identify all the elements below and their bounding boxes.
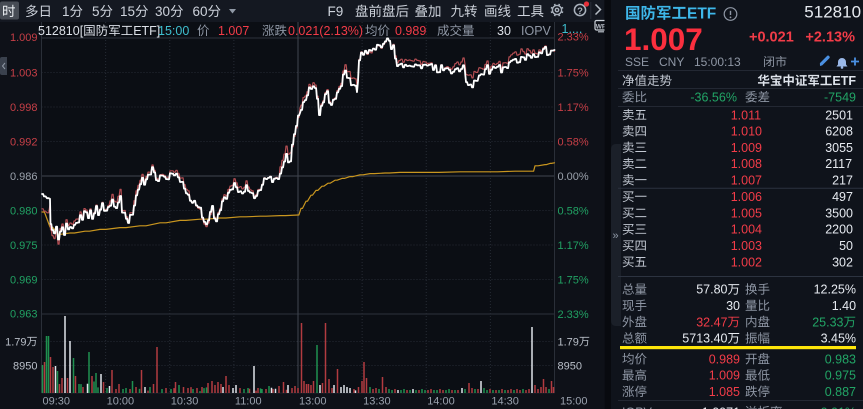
svg-text:497: 497 <box>832 190 853 204</box>
svg-text:3055: 3055 <box>825 141 853 155</box>
svg-text:-7549: -7549 <box>824 91 856 105</box>
svg-text:1: 1 <box>62 4 70 19</box>
svg-text:2.33%: 2.33% <box>558 32 589 44</box>
svg-text:1.007: 1.007 <box>731 174 762 188</box>
svg-text:3.45%: 3.45% <box>821 332 856 346</box>
svg-text:0.998: 0.998 <box>10 102 38 114</box>
svg-text:11:00: 11:00 <box>235 396 262 408</box>
svg-text:217: 217 <box>832 174 853 188</box>
svg-text:0.969: 0.969 <box>10 274 38 286</box>
svg-text:1....: 1.... <box>562 22 583 36</box>
svg-text:1.79: 1.79 <box>558 336 579 348</box>
svg-text:0.021(2.13%): 0.021(2.13%) <box>288 24 363 38</box>
svg-text:1.17%: 1.17% <box>558 102 589 114</box>
svg-text:CNY: CNY <box>659 55 684 69</box>
svg-text:30: 30 <box>726 299 740 313</box>
svg-text:13:30: 13:30 <box>363 396 391 408</box>
svg-text:30: 30 <box>497 24 511 38</box>
svg-text:-36.56%: -36.56% <box>690 91 737 105</box>
svg-text:IOPV: IOPV <box>622 405 653 409</box>
svg-text:32.47: 32.47 <box>696 315 727 329</box>
svg-text:0.975: 0.975 <box>10 240 38 252</box>
svg-text:1.006: 1.006 <box>731 190 762 204</box>
svg-text:1.009: 1.009 <box>10 32 38 44</box>
svg-text:IOPV: IOPV <box>521 24 552 38</box>
svg-text:1.17%: 1.17% <box>558 240 589 252</box>
svg-text:14:30: 14:30 <box>491 396 519 408</box>
svg-text:0.975: 0.975 <box>825 369 856 383</box>
svg-text:5: 5 <box>92 4 100 19</box>
svg-text:14:00: 14:00 <box>427 396 455 408</box>
svg-text:50: 50 <box>839 239 853 253</box>
svg-text:10:00: 10:00 <box>107 396 135 408</box>
svg-text:0.887: 0.887 <box>825 385 856 399</box>
svg-text:10:30: 10:30 <box>171 396 199 408</box>
svg-text:15:00:13: 15:00:13 <box>694 55 741 69</box>
svg-text:15:00: 15:00 <box>158 24 189 38</box>
svg-text:1.009: 1.009 <box>731 141 762 155</box>
svg-text:0.992: 0.992 <box>10 136 38 148</box>
svg-text:1.75%: 1.75% <box>558 67 589 79</box>
svg-text:WP: WP <box>596 23 607 30</box>
svg-text:»: » <box>613 230 619 242</box>
svg-text:1.75%: 1.75% <box>558 274 589 286</box>
svg-text:1.002: 1.002 <box>731 255 762 269</box>
svg-text:1.008: 1.008 <box>731 157 762 171</box>
svg-text:+0.021: +0.021 <box>749 30 794 46</box>
svg-text:0.963: 0.963 <box>10 308 38 320</box>
svg-text:09:30: 09:30 <box>43 396 71 408</box>
svg-text:0.986: 0.986 <box>10 171 38 183</box>
svg-text:1.010: 1.010 <box>731 125 762 139</box>
svg-text:1.085: 1.085 <box>709 385 740 399</box>
svg-text:3500: 3500 <box>825 206 853 220</box>
svg-text:1.004: 1.004 <box>731 223 762 237</box>
svg-text:25.33: 25.33 <box>812 315 843 329</box>
svg-text:0.01%: 0.01% <box>821 405 856 409</box>
svg-text:13:00: 13:00 <box>299 396 327 408</box>
svg-text:1.007: 1.007 <box>624 21 703 57</box>
svg-text:1.007: 1.007 <box>218 24 249 38</box>
svg-text:60: 60 <box>193 4 208 19</box>
svg-text:512810[: 512810[ <box>38 24 84 38</box>
svg-text:0.989: 0.989 <box>709 352 740 366</box>
svg-text:ETF: ETF <box>687 6 716 23</box>
svg-text:ETF]: ETF] <box>133 24 160 38</box>
svg-text:2200: 2200 <box>825 223 853 237</box>
svg-text:15: 15 <box>120 4 135 19</box>
svg-text:2117: 2117 <box>825 157 852 171</box>
svg-text:1.79: 1.79 <box>5 336 26 348</box>
svg-text:1.003: 1.003 <box>10 67 38 79</box>
svg-text:ETF: ETF <box>832 74 856 88</box>
svg-text:512810: 512810 <box>804 3 861 22</box>
svg-text:1.009: 1.009 <box>709 369 740 383</box>
svg-text:57.80: 57.80 <box>696 283 727 297</box>
svg-text:6208: 6208 <box>825 125 853 139</box>
svg-text:+2.13%: +2.13% <box>805 30 855 46</box>
svg-text:0.58%: 0.58% <box>558 136 589 148</box>
svg-text:8950: 8950 <box>558 360 582 372</box>
svg-text:1.0071: 1.0071 <box>702 405 740 409</box>
svg-text:1.003: 1.003 <box>731 239 762 253</box>
svg-text:0.00%: 0.00% <box>558 171 589 183</box>
svg-text:1.011: 1.011 <box>731 108 761 122</box>
svg-text:1.40: 1.40 <box>832 299 856 313</box>
svg-text:SSE: SSE <box>625 55 649 69</box>
svg-text:1.005: 1.005 <box>731 206 762 220</box>
svg-text:2501: 2501 <box>825 108 853 122</box>
svg-text:8950: 8950 <box>13 360 37 372</box>
svg-text:15:00: 15:00 <box>560 396 588 408</box>
svg-text:302: 302 <box>832 255 853 269</box>
svg-text:12.25%: 12.25% <box>814 283 856 297</box>
svg-text:30: 30 <box>155 4 170 19</box>
svg-text:?: ? <box>577 6 583 17</box>
svg-text:0.989: 0.989 <box>395 24 426 38</box>
svg-text:5713.40: 5713.40 <box>682 332 727 346</box>
svg-text:0.980: 0.980 <box>10 205 38 217</box>
svg-text:F9: F9 <box>328 4 344 19</box>
svg-text:0.983: 0.983 <box>825 352 856 366</box>
svg-text:0.58%: 0.58% <box>558 205 589 217</box>
svg-text:2.33%: 2.33% <box>558 309 589 321</box>
